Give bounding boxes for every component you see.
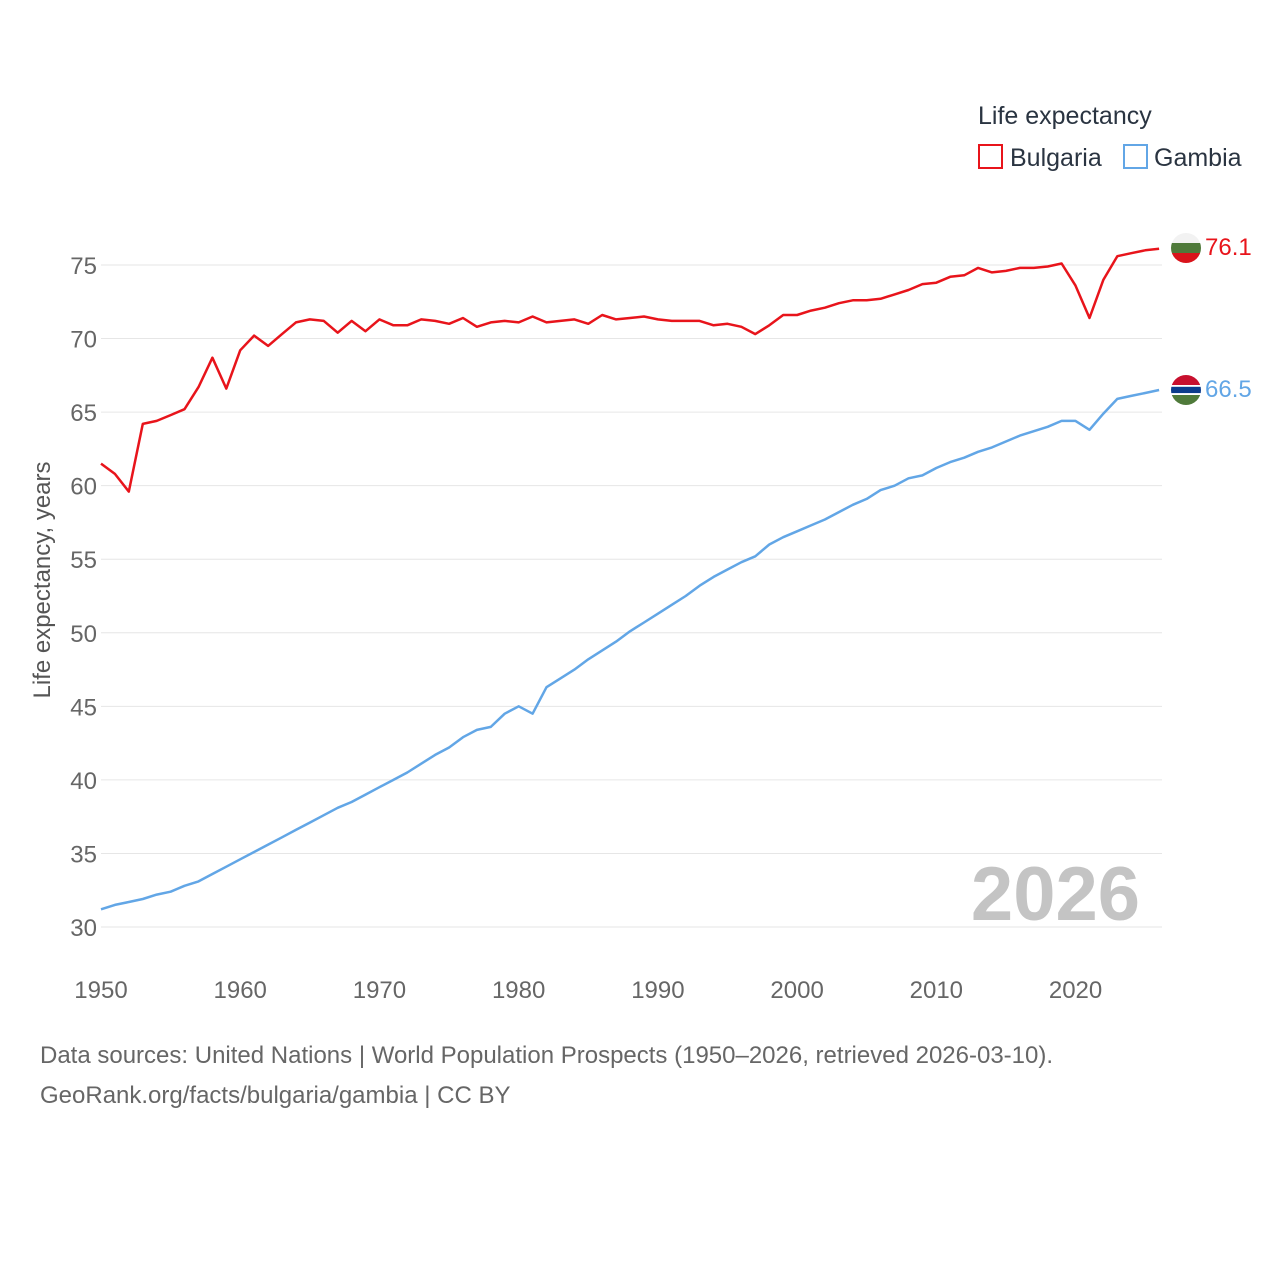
x-tick-label: 1960: [214, 977, 267, 1004]
x-tick-label: 2010: [910, 977, 963, 1004]
series-lines: [100, 247, 1160, 911]
y-tick-label: 65: [70, 400, 97, 427]
y-axis-label: Life expectancy, years: [29, 461, 56, 698]
y-tick-label: 40: [70, 768, 97, 795]
x-tick-label: 1950: [74, 977, 127, 1004]
x-tick-label: 2000: [770, 977, 823, 1004]
current-year-label: 2026: [971, 852, 1140, 937]
bulgaria-flag-icon: [1171, 233, 1201, 263]
data-sources-text: Data sources: United Nations | World Pop…: [40, 1042, 1054, 1069]
x-tick-label: 1970: [353, 977, 406, 1004]
legend-label-bulgaria: Bulgaria: [1010, 144, 1102, 172]
legend-swatch-gambia: [1123, 144, 1148, 169]
x-tick-label: 1990: [631, 977, 684, 1004]
gambia-flag-icon: [1171, 375, 1201, 405]
x-tick-label: 1980: [492, 977, 545, 1004]
x-axis-ticks: 1950 1960 1970 1980 1990 2000 2010 2020: [74, 977, 1102, 1004]
legend-item-bulgaria[interactable]: Bulgaria: [978, 144, 1102, 172]
y-tick-label: 30: [70, 915, 97, 942]
y-tick-label: 35: [70, 841, 97, 868]
legend-title: Life expectancy: [978, 102, 1152, 130]
y-tick-label: 60: [70, 474, 97, 501]
series-line-gambia[interactable]: [100, 388, 1160, 911]
y-tick-label: 70: [70, 327, 97, 354]
y-tick-label: 45: [70, 694, 97, 721]
legend-item-gambia[interactable]: Gambia: [1123, 144, 1242, 172]
gambia-end-value: 66.5: [1205, 376, 1252, 403]
credit-link[interactable]: GeoRank.org/facts/bulgaria/gambia | CC B…: [40, 1082, 511, 1109]
legend-label-gambia: Gambia: [1154, 144, 1242, 172]
legend-swatch-bulgaria: [978, 144, 1003, 169]
y-axis-ticks: 30 35 40 45 50 55 60 65 70 75: [70, 253, 97, 942]
series-line-bulgaria[interactable]: [100, 247, 1160, 493]
x-tick-label: 2020: [1049, 977, 1102, 1004]
y-tick-label: 75: [70, 253, 97, 280]
bulgaria-end-value: 76.1: [1205, 234, 1252, 261]
legend: Life expectancy Bulgaria Gambia: [978, 102, 1242, 172]
y-tick-label: 50: [70, 621, 97, 648]
gridlines: [101, 264, 1162, 928]
y-tick-label: 55: [70, 547, 97, 574]
